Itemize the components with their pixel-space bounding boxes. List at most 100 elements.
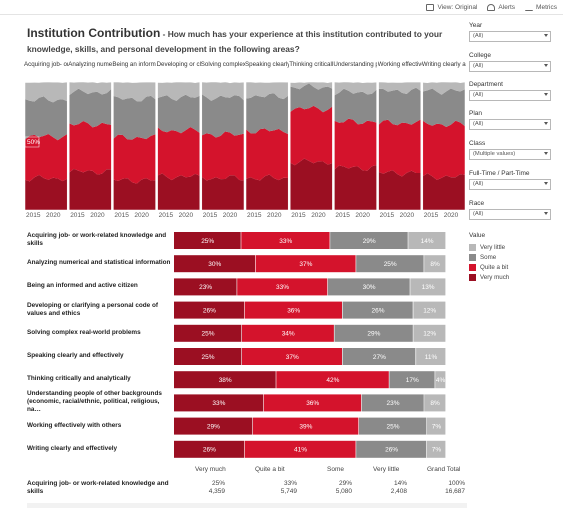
bar-segment-quite-a-bit[interactable] [242, 324, 334, 342]
area-panel [68, 82, 112, 210]
bar-segment-quite-a-bit[interactable] [242, 348, 342, 365]
filter-label: Race [469, 200, 485, 207]
bar-segment-very-little[interactable] [427, 417, 446, 435]
bar-segment-some[interactable] [334, 324, 413, 342]
legend-item[interactable]: Very much [469, 272, 554, 282]
filter-year: Year (All) [469, 22, 554, 42]
bar-segment-very-much[interactable] [174, 440, 245, 458]
bar-segment-very-much[interactable] [174, 348, 242, 365]
bar-segment-very-much[interactable] [174, 278, 237, 296]
filter-value: (All) [473, 92, 484, 98]
area-band-very-much [378, 170, 421, 210]
bar-segment-very-little[interactable] [416, 348, 446, 365]
bar-row: 26% 36% 26% 12% [174, 301, 446, 319]
bar-segment-very-little[interactable] [408, 232, 446, 249]
bar-segment-very-little[interactable] [424, 255, 446, 273]
metrics-label: Metrics [536, 3, 557, 11]
year-label: 2015 [26, 212, 41, 219]
bar-data-label: 27% [373, 354, 386, 361]
bar-segment-very-much[interactable] [174, 301, 245, 319]
filter-value: (All) [473, 121, 484, 127]
color-legend: Value Very little Some Quite a bit Very muc… [469, 232, 554, 282]
filter-dropdown[interactable]: (All) [469, 209, 551, 220]
bar-segment-quite-a-bit[interactable] [244, 301, 342, 319]
bar-segment-very-much[interactable] [174, 371, 276, 389]
bar-segment-very-much[interactable] [174, 394, 264, 412]
bar-segment-quite-a-bit[interactable] [241, 232, 330, 249]
bar-segment-quite-a-bit[interactable] [276, 371, 389, 389]
bar-data-label: 23% [386, 400, 399, 407]
bar-segment-quite-a-bit[interactable] [244, 440, 356, 458]
year-label: 2020 [399, 212, 415, 219]
bar-segment-quite-a-bit[interactable] [255, 255, 356, 273]
area-panel [245, 82, 289, 210]
year-label: 2020 [222, 212, 238, 219]
bar-segment-some[interactable] [359, 417, 427, 435]
year-label: 2015 [291, 212, 306, 219]
bar-segment-some[interactable] [356, 440, 427, 458]
bar-row: 33% 36% 23% 8% [174, 394, 446, 412]
bar-segment-some[interactable] [389, 371, 435, 389]
bar-segment-very-much[interactable] [174, 255, 255, 273]
filter-dropdown[interactable]: (All) [469, 61, 551, 72]
alerts-button[interactable]: Alerts [487, 3, 515, 11]
filter-label: Full-Time / Part-Time [469, 170, 530, 177]
bar-segment-very-little[interactable] [427, 440, 446, 458]
area-header-label: Writing clearly and e… [421, 61, 466, 68]
area-band-quite-a-bit [69, 121, 112, 175]
year-label: 2020 [443, 212, 459, 219]
legend-item[interactable]: Very little [469, 242, 554, 252]
bar-data-label: 8% [430, 261, 440, 268]
view-original-button[interactable]: View: Original [426, 3, 477, 11]
bar-segment-quite-a-bit[interactable] [237, 278, 328, 296]
stacked-bar-chart: 25% 33% 29% 14% 30% 37% 25% 8% 23% 33% 30% 13% 26% 36… [174, 232, 446, 458]
legend-item[interactable]: Some [469, 252, 554, 262]
area-panel [24, 82, 68, 210]
filter-dropdown[interactable]: (All) [469, 119, 551, 130]
bar-data-label: 37% [299, 261, 312, 268]
bar-segment-quite-a-bit[interactable] [252, 417, 359, 435]
bar-data-label: 4% [436, 377, 446, 384]
bar-segment-some[interactable] [356, 255, 424, 273]
area-marker-box [24, 136, 40, 148]
area-panel [289, 82, 333, 210]
title-sub: - How much has your experience at this i… [27, 29, 443, 54]
metrics-button[interactable]: Metrics [525, 4, 557, 11]
bar-segment-very-little[interactable] [410, 278, 446, 296]
area-band-some [378, 87, 421, 126]
bar-segment-very-much[interactable] [174, 232, 241, 249]
legend-item[interactable]: Quite a bit [469, 262, 554, 272]
bar-data-label: 36% [287, 307, 300, 314]
area-band-quite-a-bit [422, 120, 465, 180]
bar-segment-some[interactable] [361, 394, 424, 412]
bar-segment-very-little[interactable] [413, 324, 446, 342]
bar-data-label: 13% [422, 284, 435, 291]
bar-segment-very-little[interactable] [435, 371, 446, 389]
area-band-very-little [69, 82, 112, 96]
filter-dropdown[interactable]: (Multiple values) [469, 149, 551, 160]
bar-segment-very-little[interactable] [413, 301, 446, 319]
bar-segment-some[interactable] [330, 232, 408, 249]
bar-data-label: 29% [367, 331, 380, 338]
area-band-some [334, 88, 377, 125]
bar-data-label: 25% [201, 331, 214, 338]
bar-category-label: Developing or clarifying a personal code… [27, 301, 159, 317]
bar-segment-very-much[interactable] [174, 417, 253, 435]
bar-segment-very-much[interactable] [174, 324, 242, 342]
bar-segment-some[interactable] [342, 301, 413, 319]
bar-segment-some[interactable] [342, 348, 416, 365]
area-header-label: Thinking critically and… [289, 61, 333, 68]
filter-plan: Plan (All) [469, 110, 554, 130]
area-band-very-much [157, 173, 200, 210]
bar-segment-some[interactable] [327, 278, 410, 296]
filter-dropdown[interactable]: (All) [469, 90, 551, 101]
filter-dropdown[interactable]: (All) [469, 179, 551, 190]
bar-segment-quite-a-bit[interactable] [263, 394, 362, 412]
filter-label: Plan [469, 110, 483, 117]
view-icon [426, 3, 435, 11]
filter-dropdown[interactable]: (All) [469, 31, 551, 42]
bar-segment-very-little[interactable] [424, 394, 446, 412]
filter-label: Department [469, 81, 503, 88]
area-panel-border [378, 82, 422, 210]
area-panel [113, 82, 156, 210]
